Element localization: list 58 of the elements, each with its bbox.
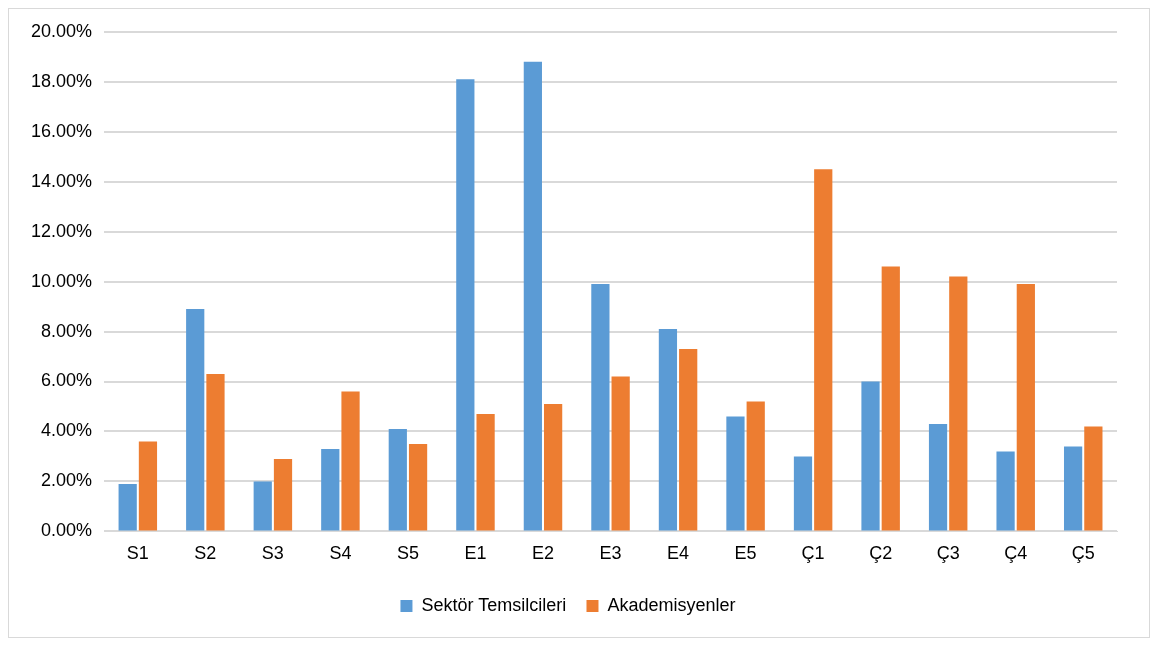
- x-tick-label: S2: [194, 543, 217, 564]
- legend-label: Sektör Temsilcileri: [421, 594, 567, 615]
- bar: [476, 413, 495, 531]
- bar: [388, 428, 407, 531]
- bar: [138, 441, 158, 531]
- bar: [881, 266, 900, 531]
- bar: [996, 451, 1015, 531]
- bar: [928, 423, 948, 531]
- y-tick-label: 2.00%: [41, 470, 93, 491]
- y-tick-label: 6.00%: [41, 370, 93, 391]
- x-tick-label: S1: [126, 543, 149, 564]
- bar: [273, 458, 293, 531]
- bar: [456, 79, 475, 531]
- bar: [321, 448, 340, 531]
- x-tick-label: S3: [261, 543, 284, 564]
- y-tick-label: 16.00%: [30, 120, 93, 141]
- x-tick-label: Ç3: [936, 543, 960, 564]
- bar: [1063, 446, 1083, 531]
- y-tick-label: 18.00%: [30, 70, 93, 91]
- x-tick-label: Ç4: [1004, 543, 1028, 564]
- x-tick-label: Ç5: [1071, 543, 1095, 564]
- x-tick-label: E2: [531, 543, 555, 564]
- x-tick-label: E3: [599, 543, 622, 564]
- bar: [793, 456, 813, 531]
- bar: [341, 391, 360, 531]
- x-tick-label: E5: [734, 543, 757, 564]
- y-tick-label: 10.00%: [30, 270, 93, 291]
- bar: [253, 481, 272, 531]
- bar: [814, 169, 833, 531]
- bar: [591, 284, 610, 531]
- bar: [523, 61, 542, 531]
- bar: [726, 416, 745, 531]
- bar: [118, 483, 137, 531]
- x-tick-label: Ç2: [869, 543, 893, 564]
- x-tick-label: Ç1: [801, 543, 825, 564]
- bar: [746, 401, 765, 531]
- x-tick-label: S5: [396, 543, 419, 564]
- y-tick-label: 20.00%: [30, 20, 93, 41]
- y-tick-label: 8.00%: [41, 320, 93, 341]
- legend-label: Akademisyenler: [607, 594, 736, 615]
- bar: [949, 276, 968, 531]
- y-tick-label: 0.00%: [41, 520, 93, 541]
- bar: [658, 329, 678, 531]
- bar: [408, 443, 428, 531]
- bar: [544, 404, 563, 531]
- bar: [1016, 284, 1035, 531]
- y-tick-label: 14.00%: [30, 170, 93, 191]
- bar: [186, 309, 205, 531]
- x-tick-label: E4: [667, 543, 690, 564]
- y-tick-label: 12.00%: [30, 220, 93, 241]
- bar: [611, 376, 630, 531]
- x-tick-label: S4: [329, 543, 352, 564]
- bar: [1084, 426, 1103, 531]
- bar: [206, 374, 225, 531]
- x-tick-label: E1: [464, 543, 487, 564]
- y-tick-label: 4.00%: [41, 420, 93, 441]
- bar: [861, 381, 880, 531]
- bar: [679, 349, 698, 531]
